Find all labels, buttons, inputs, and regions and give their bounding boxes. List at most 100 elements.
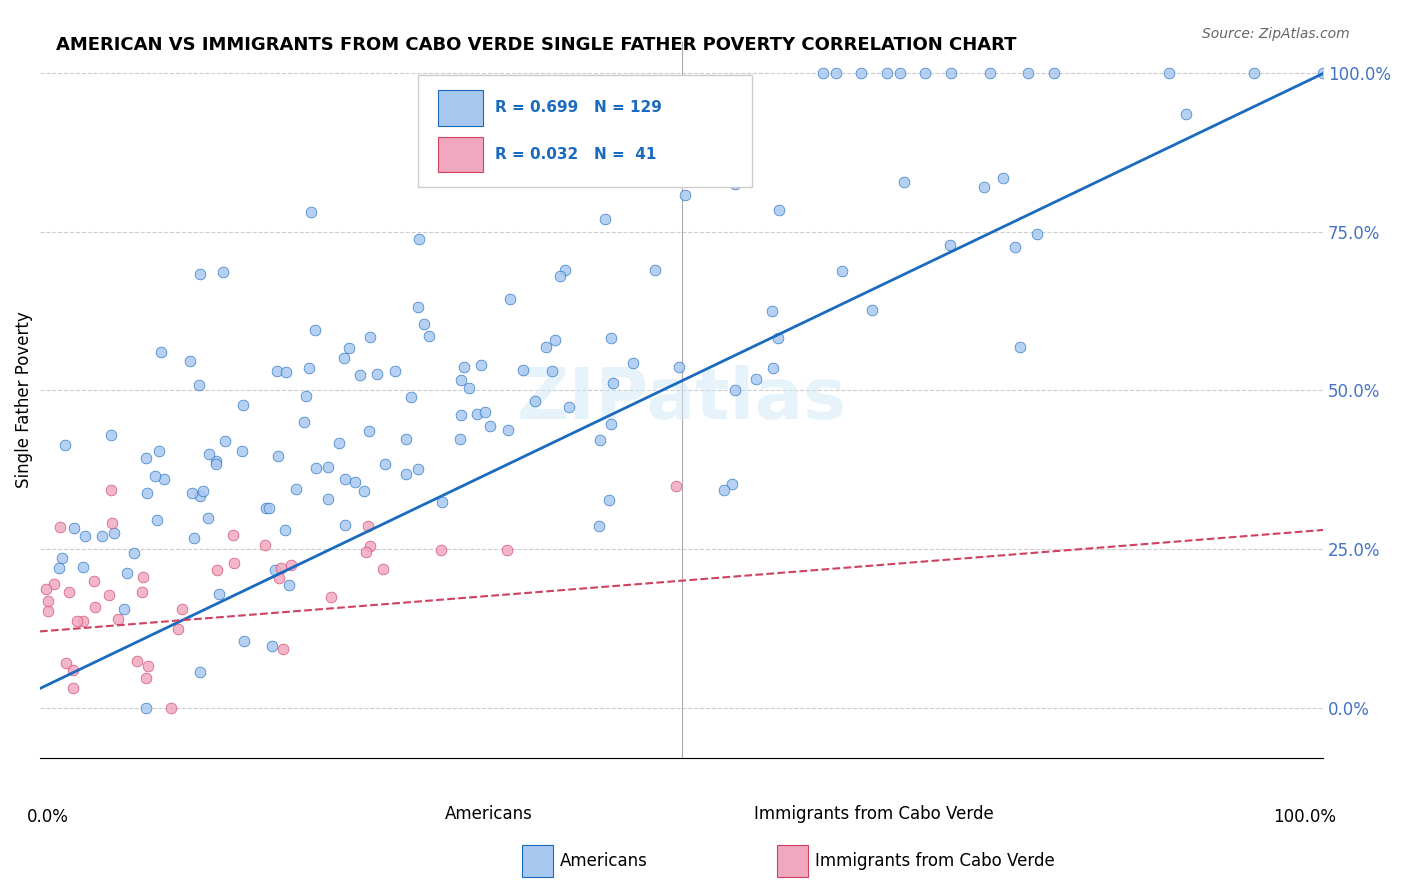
Americans [146, 513, 169, 527]
Immigrants from Cabo Verde [267, 571, 290, 585]
Americans [72, 560, 94, 574]
Americans [254, 501, 277, 516]
Immigrants from Cabo Verde [254, 538, 277, 552]
Americans [204, 454, 226, 468]
Americans [762, 361, 785, 376]
Americans [333, 518, 356, 533]
Americans [276, 365, 298, 379]
Americans [48, 561, 70, 575]
Americans [208, 587, 231, 601]
Americans [100, 428, 122, 442]
Americans [298, 361, 321, 376]
Americans [721, 477, 744, 491]
Americans [295, 389, 318, 403]
Americans [724, 178, 747, 192]
Americans [973, 180, 995, 194]
Immigrants from Cabo Verde [83, 574, 105, 589]
Text: Source: ZipAtlas.com: Source: ZipAtlas.com [1202, 27, 1350, 41]
Americans [939, 238, 962, 252]
Immigrants from Cabo Verde [131, 585, 153, 599]
Immigrants from Cabo Verde [665, 478, 688, 492]
Americans [273, 523, 295, 537]
Point [824, 66, 846, 80]
Americans [357, 424, 380, 438]
Immigrants from Cabo Verde [356, 545, 378, 559]
Americans [1175, 107, 1198, 121]
Americans [231, 443, 253, 458]
Immigrants from Cabo Verde [430, 543, 453, 558]
Immigrants from Cabo Verde [167, 622, 190, 636]
Americans [1025, 227, 1047, 241]
Americans [893, 175, 915, 189]
Americans [458, 381, 481, 395]
Americans [180, 486, 202, 500]
Americans [179, 354, 201, 368]
Americans [343, 475, 366, 490]
Immigrants from Cabo Verde [160, 700, 183, 714]
Text: 100.0%: 100.0% [1272, 808, 1336, 826]
Immigrants from Cabo Verde [107, 612, 129, 626]
Americans [292, 415, 315, 429]
Americans [395, 467, 418, 481]
Americans [673, 187, 696, 202]
Immigrants from Cabo Verde [72, 614, 94, 628]
Immigrants from Cabo Verde [127, 654, 149, 668]
Americans [260, 639, 283, 653]
Americans [768, 203, 790, 218]
Immigrants from Cabo Verde [136, 659, 159, 673]
Americans [831, 264, 853, 278]
Americans [668, 359, 690, 374]
Americans [474, 405, 496, 419]
Americans [212, 265, 235, 279]
Americans [53, 438, 76, 452]
Americans [408, 232, 430, 246]
Americans [544, 333, 567, 347]
Americans [299, 205, 322, 219]
Americans [593, 212, 616, 227]
Americans [450, 409, 472, 423]
Americans [135, 486, 157, 500]
Immigrants from Cabo Verde [58, 585, 80, 599]
Americans [413, 317, 436, 331]
Text: Americans: Americans [446, 805, 533, 822]
Immigrants from Cabo Verde [271, 642, 294, 657]
Americans [316, 460, 339, 475]
Immigrants from Cabo Verde [35, 582, 58, 597]
Americans [536, 340, 558, 354]
Americans [205, 457, 228, 471]
Immigrants from Cabo Verde [280, 558, 302, 572]
Y-axis label: Single Father Poverty: Single Father Poverty [15, 311, 32, 489]
Americans [135, 450, 157, 465]
Immigrants from Cabo Verde [55, 656, 77, 670]
Americans [214, 434, 236, 449]
Americans [406, 462, 429, 476]
Americans [305, 460, 328, 475]
Americans [349, 368, 371, 382]
Americans [232, 633, 254, 648]
Immigrants from Cabo Verde [100, 483, 122, 497]
Immigrants from Cabo Verde [172, 602, 194, 616]
Immigrants from Cabo Verde [222, 528, 245, 542]
Text: 0.0%: 0.0% [27, 808, 69, 826]
Americans [644, 263, 666, 277]
Text: ZIPatlas: ZIPatlas [516, 366, 846, 434]
Immigrants from Cabo Verde [321, 591, 343, 605]
Immigrants from Cabo Verde [101, 516, 124, 531]
Americans [1243, 66, 1265, 80]
Americans [724, 383, 747, 397]
Point [851, 66, 873, 80]
Americans [496, 423, 519, 437]
Americans [183, 531, 205, 545]
Immigrants from Cabo Verde [135, 671, 157, 685]
Americans [465, 407, 488, 421]
Americans [450, 373, 472, 387]
Americans [558, 401, 581, 415]
Text: Immigrants from Cabo Verde: Immigrants from Cabo Verde [815, 852, 1056, 870]
Americans [148, 444, 170, 458]
Americans [263, 563, 285, 577]
Americans [337, 342, 360, 356]
Americans [623, 356, 645, 370]
Americans [406, 300, 429, 314]
Americans [197, 511, 219, 525]
Americans [541, 364, 564, 378]
